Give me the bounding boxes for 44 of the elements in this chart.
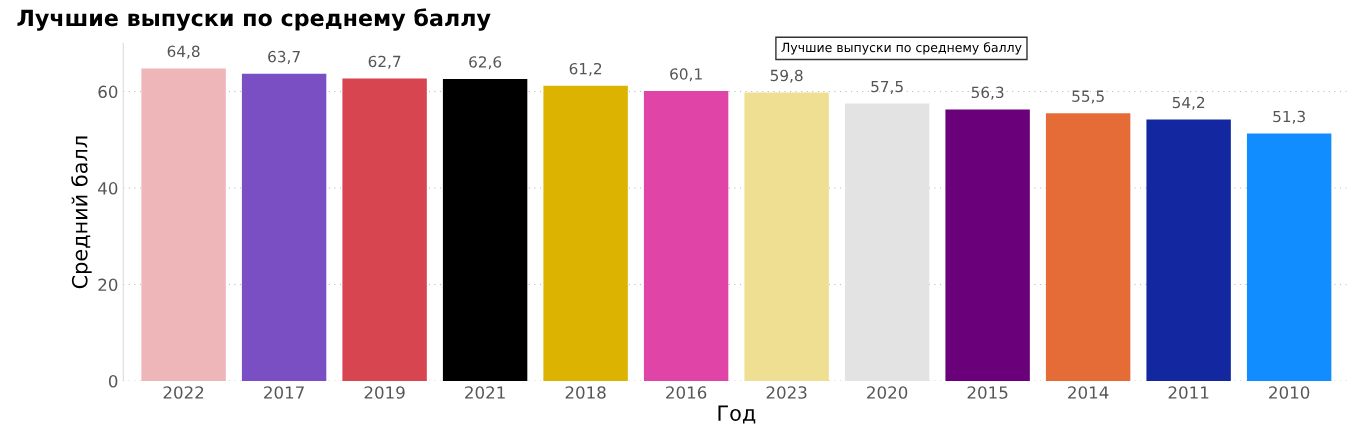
y-tick-label: 40 xyxy=(98,182,118,195)
x-tick-label: 2018 xyxy=(565,386,606,399)
data-label: 62,6 xyxy=(469,56,502,70)
y-tick-label: 60 xyxy=(98,85,118,99)
x-tick-label: 2016 xyxy=(666,386,707,399)
data-label: 60,1 xyxy=(670,68,702,82)
bar xyxy=(342,78,427,382)
x-tick-label: 2020 xyxy=(867,386,908,399)
bar xyxy=(442,79,528,382)
bar xyxy=(141,68,226,382)
data-label: 61,2 xyxy=(569,62,602,77)
x-tick-label: 2022 xyxy=(163,386,204,399)
data-label: 64,8 xyxy=(167,45,200,59)
data-label: 57,5 xyxy=(871,80,903,94)
bar xyxy=(1246,133,1332,382)
y-tick-label: 20 xyxy=(98,278,118,292)
x-tick-label: 2017 xyxy=(264,386,304,399)
x-tick-label: 2010 xyxy=(1269,386,1310,399)
bar xyxy=(643,91,729,382)
y-tick-label: 0 xyxy=(108,375,118,388)
x-tick-label: 2014 xyxy=(1068,386,1109,399)
x-tick-label: 2011 xyxy=(1168,386,1209,399)
data-label: 56,3 xyxy=(971,86,1004,100)
annotation: Лучшие выпуски по среднему баллу xyxy=(781,42,1022,55)
chart-title: Лучшие выпуски по среднему баллу xyxy=(17,8,491,31)
data-label: 54,2 xyxy=(1172,96,1205,110)
bar xyxy=(744,92,829,382)
data-label: 63,7 xyxy=(268,50,300,64)
bar xyxy=(844,103,930,382)
bar xyxy=(241,73,327,382)
x-axis-title: Год xyxy=(718,405,756,424)
data-label: 55,5 xyxy=(1072,90,1104,104)
y-axis-title: Средний балл xyxy=(71,136,92,289)
data-label: 62,7 xyxy=(368,55,401,69)
x-tick-label: 2019 xyxy=(364,386,405,399)
data-label: 51,3 xyxy=(1273,110,1305,124)
x-tick-label: 2023 xyxy=(766,386,807,399)
bar xyxy=(1045,113,1131,382)
data-label: 59,8 xyxy=(770,69,803,83)
x-tick-label: 2021 xyxy=(465,386,505,399)
bar xyxy=(543,85,628,382)
x-tick-label: 2015 xyxy=(967,386,1008,399)
bar xyxy=(1146,119,1231,382)
bar xyxy=(945,109,1030,382)
